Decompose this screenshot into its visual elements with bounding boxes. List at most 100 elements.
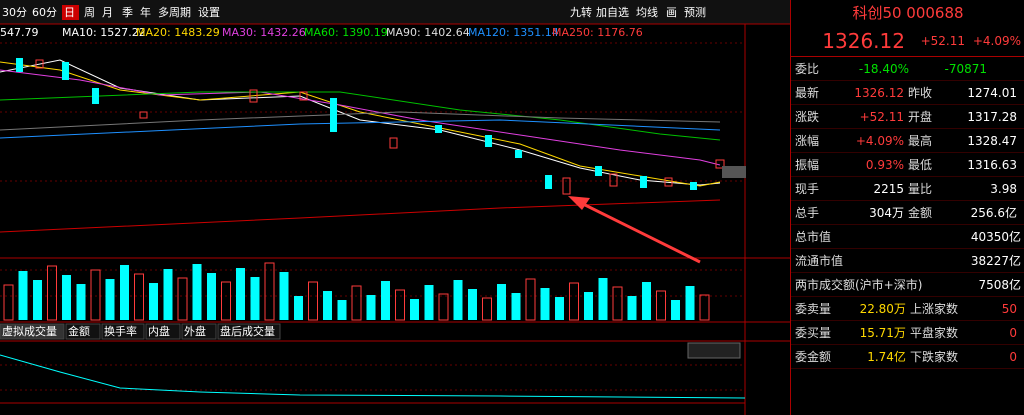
tab[interactable]: 日 [64, 6, 75, 19]
quote-value: 0 [1009, 349, 1017, 364]
tab[interactable]: 月 [102, 6, 113, 19]
quote-value: 7508亿 [978, 278, 1021, 292]
volume-bar [656, 290, 666, 321]
volume-bar [351, 285, 362, 321]
volume-bar [642, 282, 651, 320]
quote-value: 15.71万 [859, 326, 906, 340]
volume-bar [584, 292, 593, 320]
tab-bg [181, 323, 217, 340]
toolbar-button[interactable]: 加自选 [596, 6, 629, 19]
tab-bg [0, 323, 65, 340]
ma-legend: 547.79 [0, 26, 39, 39]
quote-label: 两市成交额(沪市+深市) [795, 278, 923, 292]
price: 1326.12 [822, 29, 905, 53]
quote-row: 总手 304万 金额 256.6亿 [791, 201, 1024, 225]
price-marker [722, 166, 746, 178]
volume-bar [90, 269, 101, 321]
indicator-tab[interactable]: 虚拟成交量 [2, 324, 57, 338]
quote-row: 最新 1326.12 昨收 1274.01 [791, 81, 1024, 105]
tab-active [62, 5, 79, 20]
quote-value: 22.80万 [859, 302, 906, 316]
volume-bar [395, 289, 405, 321]
volume-bar [207, 273, 216, 320]
volume-bar [569, 282, 579, 321]
volume-bar [468, 289, 477, 320]
volume-bar [671, 300, 680, 320]
tab[interactable]: 周 [84, 6, 95, 19]
volume-bar [453, 280, 463, 320]
quote-label: 最低 [908, 158, 933, 172]
quote-label: 金额 [908, 206, 933, 220]
quote-label: 涨跌 [795, 110, 820, 124]
pct: +4.09% [972, 34, 1021, 48]
quote-value: 0 [1009, 325, 1017, 340]
volume-bar [366, 295, 376, 320]
volume-bar [438, 293, 449, 321]
tab-bg [65, 323, 101, 340]
quote-row: 涨跌 +52.11 开盘 1317.28 [791, 105, 1024, 129]
indicator-line [0, 354, 746, 399]
indicator-tab[interactable]: 内盘 [148, 324, 170, 338]
volume-bar [497, 284, 506, 320]
quote-value: +4.09% [855, 133, 904, 148]
candles [35, 59, 725, 195]
volume-bar [62, 275, 71, 320]
volume-bar [221, 281, 231, 321]
volume-bar [685, 286, 695, 320]
tab-bg [217, 323, 281, 340]
ma-legend: MA250: 1176.76 [552, 26, 643, 39]
toolbar-button[interactable]: 预测 [684, 6, 706, 19]
toolbar-button[interactable]: 九转 [570, 5, 592, 19]
indicator-tab[interactable]: 金额 [68, 324, 90, 338]
volume-bar [163, 269, 173, 320]
ma-legend: MA20: 1483.29 [136, 26, 220, 39]
quote-label: 最新 [795, 86, 820, 100]
toolbar-button[interactable]: 画 [666, 6, 677, 19]
ma-legend: MA10: 1527.22 [62, 26, 146, 39]
volume-bar [264, 262, 275, 321]
quote-label: 流通市值 [795, 254, 844, 268]
volume-bar [627, 296, 637, 320]
toolbar-bg [0, 0, 790, 24]
indicator-tab[interactable]: 盘后成交量 [220, 324, 275, 338]
tab[interactable]: 30分 [2, 6, 27, 19]
indicator-tab[interactable]: 换手率 [104, 324, 137, 338]
arrow-head [568, 196, 590, 210]
quote-label: 委卖量 [795, 302, 832, 316]
volume-bar [105, 279, 115, 320]
change: +52.11 [920, 34, 965, 48]
tab[interactable]: 设置 [198, 6, 220, 19]
ma-line [0, 69, 721, 166]
tab[interactable]: 60分 [32, 6, 57, 19]
quote-value: 3.98 [990, 181, 1017, 196]
quote-value: 1328.47 [967, 133, 1017, 148]
quote-label: 开盘 [908, 110, 933, 124]
ma-legend: MA120: 1351.14 [468, 26, 559, 39]
quote-label: 振幅 [795, 158, 820, 172]
tab-bg [145, 323, 181, 340]
tab[interactable]: 多周期 [158, 5, 191, 19]
volume-bar [555, 297, 564, 320]
quote-value: 1316.63 [967, 157, 1017, 172]
cap-row: 两市成交额(沪市+深市) 7508亿 [791, 273, 1024, 297]
volume-bar [134, 273, 144, 321]
volume-bar [381, 281, 390, 320]
quote-label: 下跌家数 [909, 350, 958, 364]
volume-bar [308, 281, 318, 321]
volume-bar [3, 284, 14, 321]
quote-price-row: 1326.12 +52.11 +4.09% [791, 26, 1024, 57]
ma-legend: MA60: 1390.19 [304, 26, 388, 39]
volume-bar [323, 291, 332, 320]
tab[interactable]: 季 [122, 6, 133, 19]
volume-bar [424, 285, 434, 320]
ma-line [0, 91, 721, 141]
toolbar-button[interactable]: 均线 [636, 5, 658, 19]
button-bg [687, 342, 741, 359]
indicator-tab[interactable]: 外盘 [184, 324, 206, 338]
quote-title: 科创50 000688 [852, 4, 964, 22]
order-row: 委卖量 22.80万 上涨家数 50 [791, 297, 1024, 321]
ma-line [0, 59, 721, 186]
volume-bar [525, 278, 536, 321]
tab[interactable]: 年 [140, 5, 151, 19]
